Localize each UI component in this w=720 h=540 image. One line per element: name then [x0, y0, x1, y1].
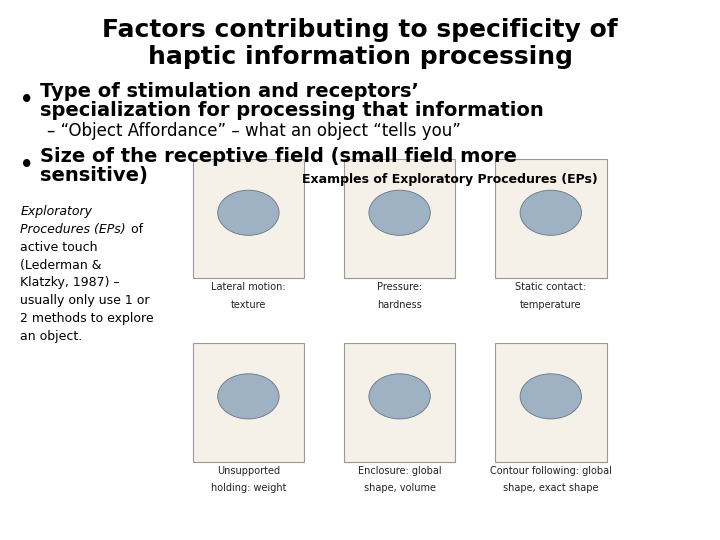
Text: shape, exact shape: shape, exact shape: [503, 483, 598, 494]
Text: Contour following: global: Contour following: global: [490, 466, 612, 476]
Text: 2 methods to explore: 2 methods to explore: [20, 312, 154, 325]
Ellipse shape: [217, 190, 279, 235]
Text: Exploratory: Exploratory: [20, 205, 92, 218]
Text: haptic information processing: haptic information processing: [148, 45, 572, 69]
Ellipse shape: [520, 374, 582, 419]
Text: usually only use 1 or: usually only use 1 or: [20, 294, 150, 307]
Text: – “Object Affordance” – what an object “tells you”: – “Object Affordance” – what an object “…: [47, 122, 461, 140]
Text: Factors contributing to specificity of: Factors contributing to specificity of: [102, 18, 618, 42]
Text: (Lederman &: (Lederman &: [20, 259, 102, 272]
Text: Size of the receptive field (small field more: Size of the receptive field (small field…: [40, 147, 516, 166]
Text: of: of: [127, 223, 143, 236]
Text: Pressure:: Pressure:: [377, 282, 422, 293]
Ellipse shape: [217, 374, 279, 419]
Text: •: •: [20, 154, 34, 175]
FancyBboxPatch shape: [192, 343, 304, 462]
FancyBboxPatch shape: [344, 159, 456, 278]
Text: Unsupported: Unsupported: [217, 466, 280, 476]
Text: sensitive): sensitive): [40, 166, 148, 185]
FancyBboxPatch shape: [192, 159, 304, 278]
Text: Type of stimulation and receptors’: Type of stimulation and receptors’: [40, 82, 418, 102]
FancyBboxPatch shape: [344, 343, 456, 462]
FancyBboxPatch shape: [495, 159, 606, 278]
Text: active touch: active touch: [20, 241, 98, 254]
Text: an object.: an object.: [20, 330, 82, 343]
Text: specialization for processing that information: specialization for processing that infor…: [40, 101, 544, 120]
Ellipse shape: [520, 190, 582, 235]
Text: holding: weight: holding: weight: [211, 483, 286, 494]
Text: Procedures (EPs): Procedures (EPs): [20, 223, 126, 236]
Text: Examples of Exploratory Procedures (EPs): Examples of Exploratory Procedures (EPs): [302, 173, 598, 186]
Text: Lateral motion:: Lateral motion:: [211, 282, 286, 293]
Text: temperature: temperature: [520, 300, 582, 310]
Ellipse shape: [369, 190, 431, 235]
Ellipse shape: [369, 374, 431, 419]
Text: Klatzky, 1987) –: Klatzky, 1987) –: [20, 276, 120, 289]
Text: Static contact:: Static contact:: [516, 282, 586, 293]
Text: Enclosure: global: Enclosure: global: [358, 466, 441, 476]
Text: texture: texture: [230, 300, 266, 310]
Text: shape, volume: shape, volume: [364, 483, 436, 494]
Text: hardness: hardness: [377, 300, 422, 310]
FancyBboxPatch shape: [495, 343, 606, 462]
Text: •: •: [20, 90, 34, 110]
